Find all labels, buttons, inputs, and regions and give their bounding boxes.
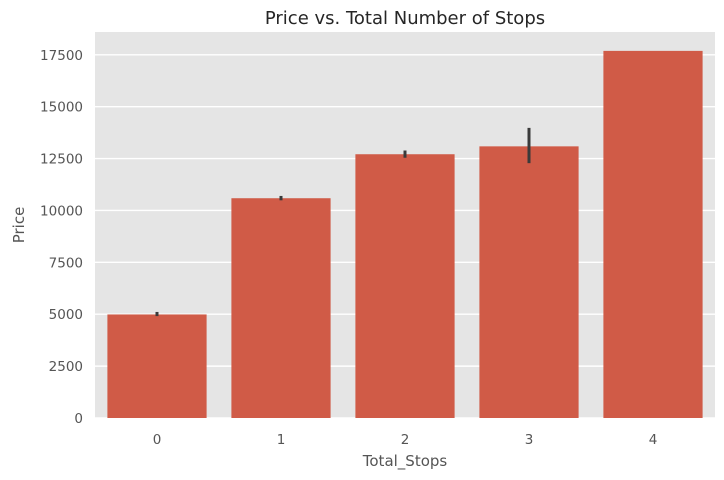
x-tick-label: 3: [525, 432, 534, 448]
x-axis-ticks: 0 1 2 3 4: [153, 432, 658, 448]
bar-stops-3: [479, 146, 579, 419]
error-bars: [155, 127, 531, 317]
y-axis-label: Price: [10, 207, 28, 244]
x-tick-label: 4: [649, 432, 658, 448]
bar-stops-2: [355, 154, 455, 418]
chart-title: Price vs. Total Number of Stops: [265, 8, 545, 29]
y-tick-label: 10000: [40, 203, 83, 219]
y-tick-label: 2500: [49, 359, 83, 375]
bar-stops-1: [231, 198, 331, 418]
bar-stops-4: [603, 50, 703, 418]
x-tick-label: 2: [401, 432, 410, 448]
y-tick-label: 12500: [40, 152, 83, 168]
x-tick-label: 0: [153, 432, 162, 448]
y-tick-label: 17500: [40, 48, 83, 64]
y-tick-label: 15000: [40, 100, 83, 116]
x-tick-label: 1: [277, 432, 286, 448]
y-tick-label: 7500: [49, 255, 83, 271]
y-axis-ticks: 0 2500 5000 7500 10000 12500 15000 17500: [40, 48, 83, 427]
bars: [107, 50, 703, 419]
y-tick-label: 5000: [49, 307, 83, 323]
bar-stops-0: [107, 314, 207, 418]
x-axis-label: Total_Stops: [362, 452, 448, 471]
y-tick-label: 0: [74, 411, 83, 427]
